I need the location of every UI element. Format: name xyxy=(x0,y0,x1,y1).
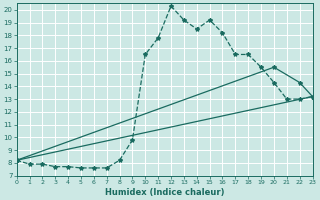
X-axis label: Humidex (Indice chaleur): Humidex (Indice chaleur) xyxy=(105,188,224,197)
